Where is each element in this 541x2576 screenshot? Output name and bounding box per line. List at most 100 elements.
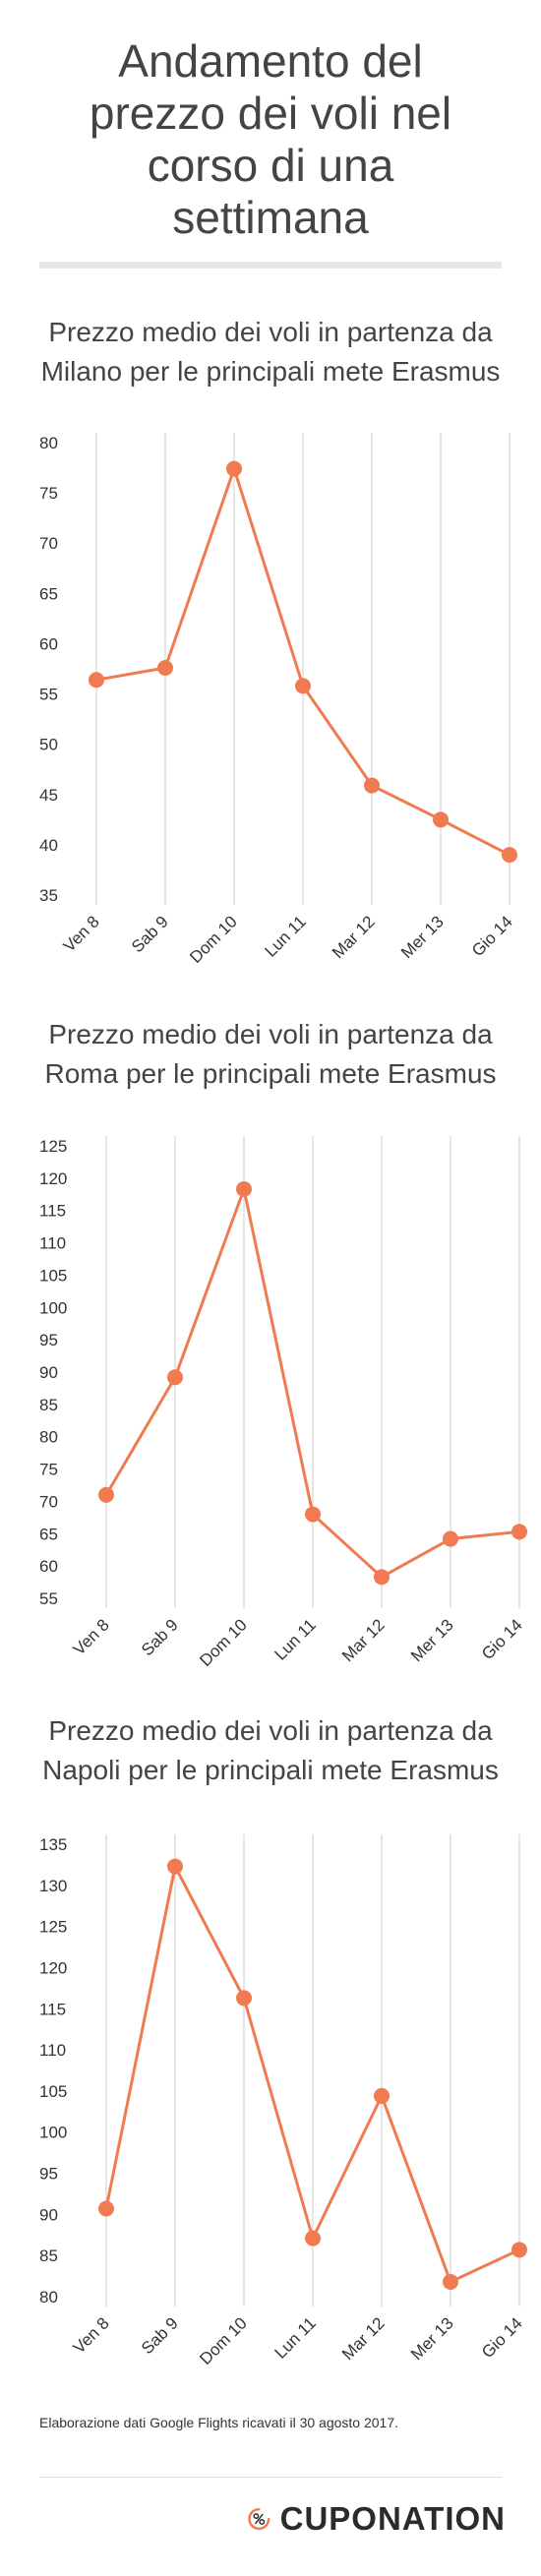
y-tick-label: 60 <box>39 1557 58 1576</box>
y-tick-label: 125 <box>39 1918 67 1937</box>
x-tick-label: Ven 8 <box>60 912 103 955</box>
y-tick-label: 135 <box>39 1835 67 1854</box>
data-point <box>157 659 173 676</box>
page-title-line: settimana <box>172 192 369 243</box>
chart-title-line: Prezzo medio dei voli in partenza da <box>48 1715 493 1746</box>
line-chart-milano: 35 40 45 50 55 60 65 70 75 80 Ven 8 Sab 9 Dom 10 Lun … <box>39 433 517 967</box>
x-tick-label: Lun 11 <box>262 912 310 960</box>
brand-name: CUPONATION <box>279 2500 506 2537</box>
y-tick-label: 115 <box>39 1202 66 1221</box>
data-point <box>511 2242 527 2258</box>
data-point <box>433 811 449 828</box>
y-tick-label: 40 <box>39 836 58 855</box>
chart-title-napoli: Prezzo medio dei voli in partenza da Nap… <box>20 1711 521 1790</box>
y-tick-label: 80 <box>39 1428 58 1447</box>
y-tick-label: 85 <box>39 2247 58 2265</box>
x-tick-label: Mar 12 <box>329 912 379 962</box>
x-tick-label: Dom 10 <box>196 1615 251 1670</box>
page-title-line: Andamento del <box>118 35 423 87</box>
x-tick-label: Mer 13 <box>397 912 448 962</box>
data-point <box>443 1530 458 1547</box>
page-title-line: prezzo dei voli nel <box>89 88 452 139</box>
footer-divider <box>39 2477 502 2478</box>
x-tick-label: Lun 11 <box>271 1615 320 1663</box>
source-note: Elaborazione dati Google Flights ricavat… <box>39 2415 398 2430</box>
page-title: Andamento del prezzo dei voli nel corso … <box>0 35 541 244</box>
y-tick-label: 45 <box>39 786 58 805</box>
y-tick-label: 65 <box>39 584 58 603</box>
data-point <box>98 2200 114 2217</box>
y-tick-label: 80 <box>39 434 58 452</box>
chart-title-line: Prezzo medio dei voli in partenza da <box>48 317 493 347</box>
data-point <box>374 1569 390 1586</box>
data-point <box>98 1486 114 1503</box>
x-tick-label: Ven 8 <box>70 1615 113 1658</box>
data-point <box>443 2273 458 2290</box>
brand-logo: CUPONATION <box>248 2494 506 2544</box>
data-point <box>305 2230 321 2247</box>
y-tick-label: 55 <box>39 1589 58 1608</box>
data-point <box>236 1181 252 1198</box>
x-tick-label: Sab 9 <box>138 1615 182 1659</box>
y-tick-label: 90 <box>39 1363 58 1382</box>
y-tick-label: 105 <box>39 2082 67 2101</box>
y-tick-label: 50 <box>39 736 58 754</box>
y-tick-label: 115 <box>39 2000 66 2018</box>
x-tick-label: Dom 10 <box>186 912 241 967</box>
x-tick-label: Dom 10 <box>196 2313 251 2368</box>
y-tick-label: 110 <box>39 2041 66 2060</box>
y-tick-label: 120 <box>39 1169 67 1188</box>
y-tick-label: 85 <box>39 1396 58 1414</box>
y-tick-label: 60 <box>39 634 58 653</box>
chart-title-line: Roma per le principali mete Erasmus <box>44 1058 497 1089</box>
data-point <box>89 672 104 689</box>
y-tick-label: 35 <box>39 886 58 905</box>
y-tick-label: 90 <box>39 2205 58 2224</box>
x-tick-label: Gio 14 <box>468 912 516 960</box>
y-tick-label: 80 <box>39 2288 58 2306</box>
y-tick-label: 120 <box>39 1958 67 1977</box>
y-tick-label: 75 <box>39 1461 58 1479</box>
line-chart-napoli: 80 85 90 95 100 105 110 115 120 125 130 135 Ven 8 Sab… <box>39 1834 527 2368</box>
y-tick-label: 55 <box>39 686 58 704</box>
y-tick-label: 100 <box>39 2124 67 2142</box>
data-point <box>364 777 380 794</box>
x-tick-label: Mar 12 <box>338 1615 389 1665</box>
data-point <box>305 1506 321 1523</box>
data-point <box>226 460 242 477</box>
data-point <box>236 1990 252 2007</box>
chart-title-line: Milano per le principali mete Erasmus <box>40 356 501 387</box>
data-point <box>167 1858 183 1875</box>
y-tick-label: 75 <box>39 484 58 503</box>
percent-logo-icon <box>248 2507 270 2531</box>
x-tick-label: Gio 14 <box>478 2313 526 2362</box>
data-point <box>502 847 517 864</box>
line-chart-roma: 55 60 65 70 75 80 85 90 95 100 105 110 115 120 125 Ven … <box>39 1136 527 1670</box>
chart-title-milano: Prezzo medio dei voli in partenza da Mil… <box>20 313 521 391</box>
x-tick-label: Ven 8 <box>70 2313 113 2357</box>
y-tick-label: 105 <box>39 1266 67 1285</box>
x-tick-label: Sab 9 <box>138 2313 182 2358</box>
y-tick-label: 70 <box>39 534 58 553</box>
chart-title-line: Napoli per le principali mete Erasmus <box>42 1755 499 1785</box>
y-tick-label: 95 <box>39 1331 58 1349</box>
x-tick-label: Mer 13 <box>407 2313 457 2364</box>
y-tick-label: 95 <box>39 2165 58 2184</box>
x-tick-label: Gio 14 <box>478 1615 526 1663</box>
y-tick-label: 130 <box>39 1877 67 1895</box>
x-tick-label: Sab 9 <box>128 912 172 956</box>
y-tick-label: 70 <box>39 1492 58 1511</box>
y-tick-label: 125 <box>39 1137 67 1156</box>
y-tick-label: 110 <box>39 1234 66 1253</box>
chart-title-roma: Prezzo medio dei voli in partenza da Rom… <box>20 1015 521 1094</box>
y-tick-label: 100 <box>39 1298 67 1317</box>
data-point <box>167 1369 183 1386</box>
x-tick-label: Mer 13 <box>407 1615 457 1665</box>
chart-title-line: Prezzo medio dei voli in partenza da <box>48 1019 493 1049</box>
data-point <box>374 2087 390 2104</box>
y-tick-label: 65 <box>39 1525 58 1543</box>
x-tick-label: Mar 12 <box>338 2313 389 2364</box>
x-tick-label: Lun 11 <box>271 2313 320 2362</box>
title-divider <box>39 262 502 269</box>
page-title-line: corso di una <box>147 140 394 191</box>
